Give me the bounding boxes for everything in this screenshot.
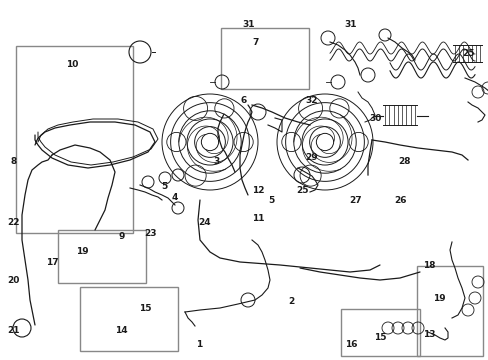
Text: 14: 14: [115, 326, 127, 335]
Text: 19: 19: [76, 247, 88, 256]
Text: 5: 5: [162, 182, 167, 191]
Bar: [58, 230, 145, 283]
Text: 31: 31: [344, 20, 357, 29]
Text: 11: 11: [251, 215, 264, 223]
Text: 29: 29: [305, 153, 318, 162]
Text: 23: 23: [144, 229, 157, 238]
Bar: [16, 46, 133, 233]
Text: 13: 13: [422, 330, 435, 338]
Text: 21: 21: [7, 326, 20, 335]
Bar: [80, 287, 178, 351]
Text: 26: 26: [393, 197, 406, 206]
Text: 20: 20: [7, 276, 20, 285]
Text: 30: 30: [368, 114, 381, 123]
Bar: [221, 28, 308, 89]
Text: 31: 31: [242, 20, 254, 29]
Text: 27: 27: [349, 197, 362, 206]
Text: 12: 12: [251, 186, 264, 195]
Text: 5: 5: [268, 197, 274, 206]
Text: 25: 25: [295, 186, 308, 195]
Text: 4: 4: [171, 193, 178, 202]
Bar: [416, 266, 482, 356]
Text: 25: 25: [461, 49, 474, 58]
Text: 8: 8: [11, 157, 17, 166]
Bar: [341, 309, 419, 356]
Text: 15: 15: [373, 333, 386, 342]
Text: 32: 32: [305, 96, 318, 105]
Text: 6: 6: [240, 96, 246, 105]
Text: 28: 28: [398, 157, 410, 166]
Text: 7: 7: [251, 38, 258, 47]
Text: 10: 10: [66, 60, 79, 69]
Text: 19: 19: [432, 293, 445, 302]
Text: 16: 16: [344, 341, 357, 349]
Text: 22: 22: [7, 218, 20, 227]
Text: 15: 15: [139, 305, 152, 313]
Text: 9: 9: [118, 233, 124, 242]
Text: 3: 3: [213, 157, 219, 166]
Text: 2: 2: [288, 297, 294, 306]
Text: 17: 17: [46, 258, 59, 266]
Text: 18: 18: [422, 261, 435, 270]
Text: 1: 1: [196, 341, 202, 349]
Text: 24: 24: [198, 218, 210, 227]
